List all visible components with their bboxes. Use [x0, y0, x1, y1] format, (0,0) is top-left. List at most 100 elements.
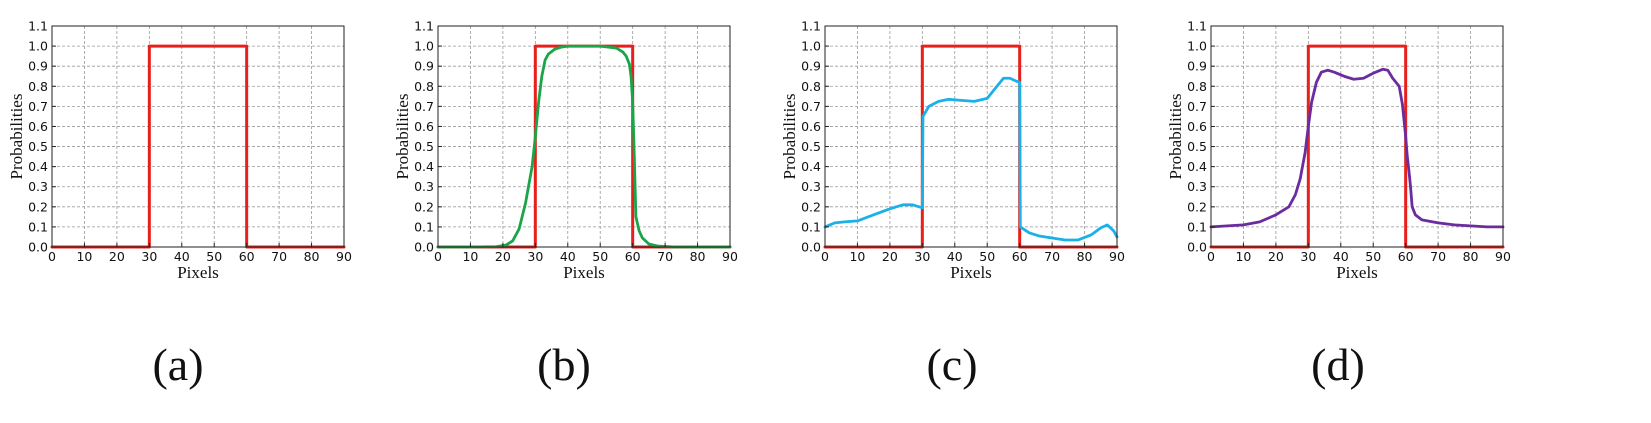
series-line-prediction	[1209, 67, 1505, 229]
y-tick-label: 1.1	[1187, 19, 1207, 34]
panel-caption: (a)	[152, 339, 204, 390]
y-tick-label: 0.0	[801, 240, 821, 255]
y-tick-label: 0.2	[801, 199, 821, 214]
y-tick-label: 1.1	[414, 19, 434, 34]
y-tick-label: 0.5	[28, 139, 48, 154]
y-tick-label: 0.1	[414, 219, 434, 234]
plot-frame	[437, 25, 731, 248]
y-tick-label: 0.3	[1187, 179, 1207, 194]
x-tick-label: 10	[849, 249, 865, 264]
x-tick-label: 60	[1012, 249, 1028, 264]
chart-panel: 0 10 20 30 40 50 60 70 80 90 0.0 0.1 0.2 0.3 0.4 0.5 0.6…	[0, 0, 408, 423]
series-line-prediction	[436, 44, 732, 249]
y-tick-label: 1.0	[28, 39, 48, 54]
y-tick-label: 0.9	[801, 59, 821, 74]
x-tick-label: 70	[1044, 249, 1060, 264]
x-tick-label: 40	[560, 249, 576, 264]
y-tick-label: 0.2	[1187, 199, 1207, 214]
y-tick-label: 0.4	[801, 159, 821, 174]
chart-panel: 0 10 20 30 40 50 60 70 80 90 0.0 0.1 0.2 0.3 0.4 0.5 0.6…	[1159, 0, 1567, 423]
x-tick-label: 90	[722, 249, 738, 264]
x-tick-label: 30	[527, 249, 543, 264]
chart-svg: 0 10 20 30 40 50 60 70 80 90 0.0 0.1 0.2 0.3 0.4 0.5 0.6…	[1166, 19, 1511, 283]
y-tick-label: 0.6	[28, 119, 48, 134]
y-tick-label: 0.4	[1187, 159, 1207, 174]
y-tick-label: 0.3	[801, 179, 821, 194]
x-tick-label: 40	[1333, 249, 1349, 264]
y-tick-label: 0.5	[801, 139, 821, 154]
x-tick-label: 80	[690, 249, 706, 264]
y-tick-label: 0.4	[28, 159, 48, 174]
y-tick-label: 0.6	[801, 119, 821, 134]
y-tick-label: 0.3	[414, 179, 434, 194]
x-axis-label: Pixels	[177, 263, 219, 282]
x-tick-label: 90	[1109, 249, 1125, 264]
y-tick-label: 0.9	[414, 59, 434, 74]
y-tick-label: 0.6	[1187, 119, 1207, 134]
x-axis-label: Pixels	[563, 263, 605, 282]
x-tick-label: 40	[174, 249, 190, 264]
chart-panel: 0 10 20 30 40 50 60 70 80 90 0.0 0.1 0.2 0.3 0.4 0.5 0.6…	[386, 0, 794, 423]
series-line-prediction	[823, 76, 1119, 242]
chart-panel: 0 10 20 30 40 50 60 70 80 90 0.0 0.1 0.2 0.3 0.4 0.5 0.6…	[773, 0, 1181, 423]
y-tick-label: 0.7	[801, 99, 821, 114]
x-tick-label: 0	[434, 249, 442, 264]
y-tick-label: 0.1	[801, 219, 821, 234]
x-tick-label: 60	[625, 249, 641, 264]
x-tick-label: 30	[1300, 249, 1316, 264]
y-axis-label: Probabilities	[780, 94, 799, 180]
x-tick-label: 20	[109, 249, 125, 264]
x-tick-label: 0	[48, 249, 56, 264]
chart-svg: 0 10 20 30 40 50 60 70 80 90 0.0 0.1 0.2 0.3 0.4 0.5 0.6…	[780, 19, 1125, 283]
y-tick-label: 0.8	[414, 79, 434, 94]
y-axis-label: Probabilities	[393, 94, 412, 180]
x-tick-label: 70	[1430, 249, 1446, 264]
x-axis-label: Pixels	[950, 263, 992, 282]
x-axis-label: Pixels	[1336, 263, 1378, 282]
y-tick-label: 0.2	[28, 199, 48, 214]
x-tick-label: 80	[304, 249, 320, 264]
x-tick-label: 30	[141, 249, 157, 264]
y-tick-label: 0.9	[1187, 59, 1207, 74]
y-tick-label: 0.9	[28, 59, 48, 74]
x-tick-label: 20	[1268, 249, 1284, 264]
x-tick-label: 30	[914, 249, 930, 264]
y-tick-label: 1.0	[1187, 39, 1207, 54]
y-tick-label: 1.1	[801, 19, 821, 34]
x-tick-label: 50	[592, 249, 608, 264]
plot-frame	[51, 25, 345, 248]
y-axis-label: Probabilities	[1166, 94, 1185, 180]
y-tick-label: 0.7	[414, 99, 434, 114]
y-tick-label: 0.0	[28, 240, 48, 255]
panel-caption: (c)	[926, 339, 978, 390]
y-tick-label: 0.1	[1187, 219, 1207, 234]
y-tick-label: 0.3	[28, 179, 48, 194]
y-tick-label: 1.1	[28, 19, 48, 34]
y-tick-label: 0.7	[28, 99, 48, 114]
x-tick-label: 80	[1077, 249, 1093, 264]
x-tick-label: 50	[1365, 249, 1381, 264]
chart-svg: 0 10 20 30 40 50 60 70 80 90 0.0 0.1 0.2 0.3 0.4 0.5 0.6…	[7, 19, 352, 283]
x-tick-label: 10	[1235, 249, 1251, 264]
panel-caption: (d)	[1311, 339, 1365, 390]
x-tick-label: 40	[947, 249, 963, 264]
y-tick-label: 0.7	[1187, 99, 1207, 114]
y-tick-label: 0.0	[1187, 240, 1207, 255]
y-tick-label: 0.1	[28, 219, 48, 234]
y-axis-label: Probabilities	[7, 94, 26, 180]
y-tick-label: 1.0	[414, 39, 434, 54]
x-tick-label: 20	[882, 249, 898, 264]
x-tick-label: 50	[206, 249, 222, 264]
panel-caption: (b)	[537, 339, 591, 390]
x-tick-label: 90	[336, 249, 352, 264]
y-tick-label: 0.0	[414, 240, 434, 255]
x-tick-label: 50	[979, 249, 995, 264]
y-tick-label: 0.8	[801, 79, 821, 94]
x-tick-label: 70	[271, 249, 287, 264]
y-tick-label: 0.2	[414, 199, 434, 214]
plot-frame	[824, 25, 1118, 248]
y-tick-label: 0.5	[414, 139, 434, 154]
x-tick-label: 60	[239, 249, 255, 264]
y-tick-label: 0.8	[1187, 79, 1207, 94]
